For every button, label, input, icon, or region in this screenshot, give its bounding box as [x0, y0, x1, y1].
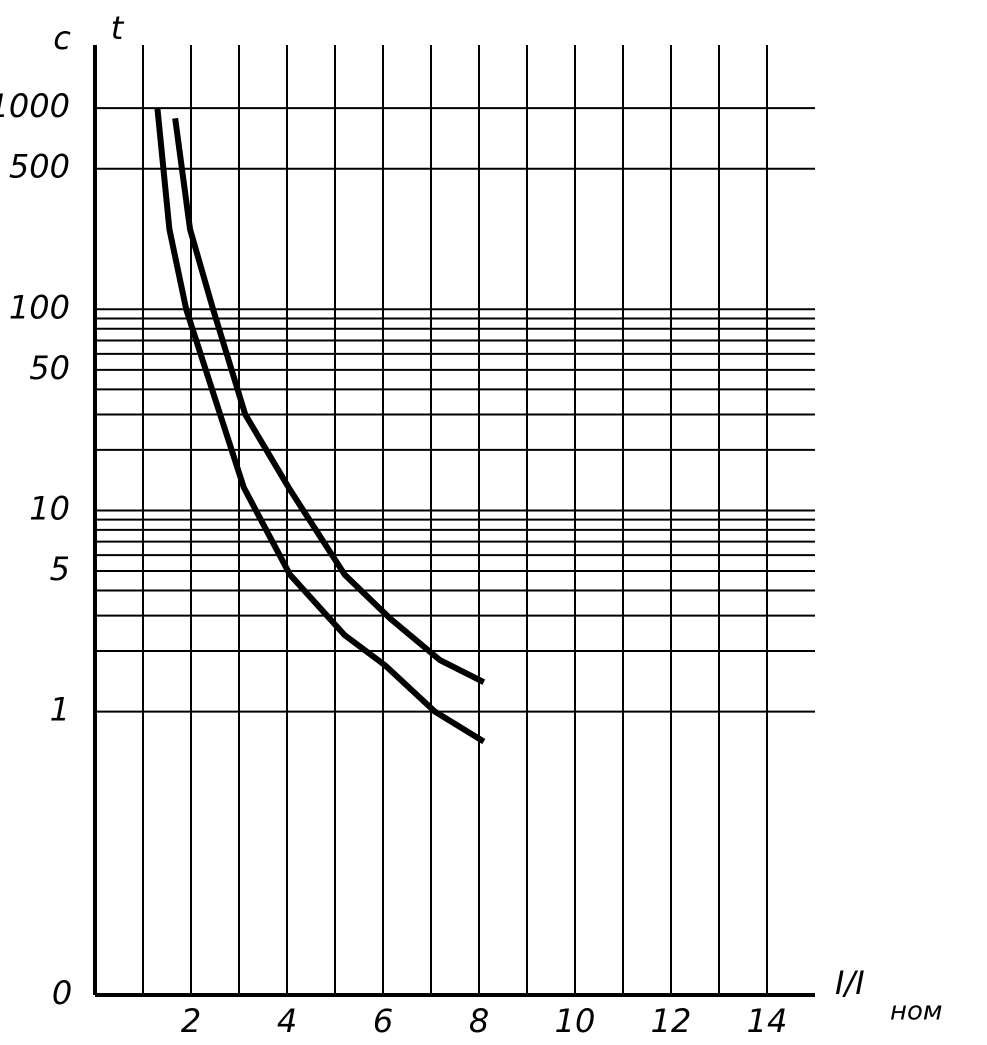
y-tick-label: 500: [9, 148, 70, 186]
origin-label: 0: [52, 974, 72, 1012]
x-tick-label: 12: [651, 1002, 692, 1040]
x-tick-label: 14: [747, 1002, 788, 1040]
y-tick-label: 50: [29, 349, 70, 387]
x-tick-label: 8: [469, 1002, 489, 1040]
y-tick-label: 5: [50, 550, 70, 588]
y-tick-label: 10: [29, 489, 70, 527]
x-tick-label: 2: [181, 1002, 201, 1040]
x-tick-label: 4: [277, 1002, 297, 1040]
curve: [154, 107, 486, 745]
y-axis-label: t: [111, 9, 125, 47]
curve: [172, 117, 486, 685]
x-axis-label: I/I: [835, 964, 865, 1002]
y-unit: c: [53, 19, 71, 57]
y-tick-label: 100: [9, 288, 70, 326]
x-axis-label-subscript: ном: [890, 997, 943, 1027]
x-tick-label: 6: [373, 1002, 393, 1040]
y-tick-label: 1: [50, 691, 70, 729]
x-tick-label: 10: [555, 1002, 596, 1040]
y-tick-label: 1000: [0, 87, 70, 125]
